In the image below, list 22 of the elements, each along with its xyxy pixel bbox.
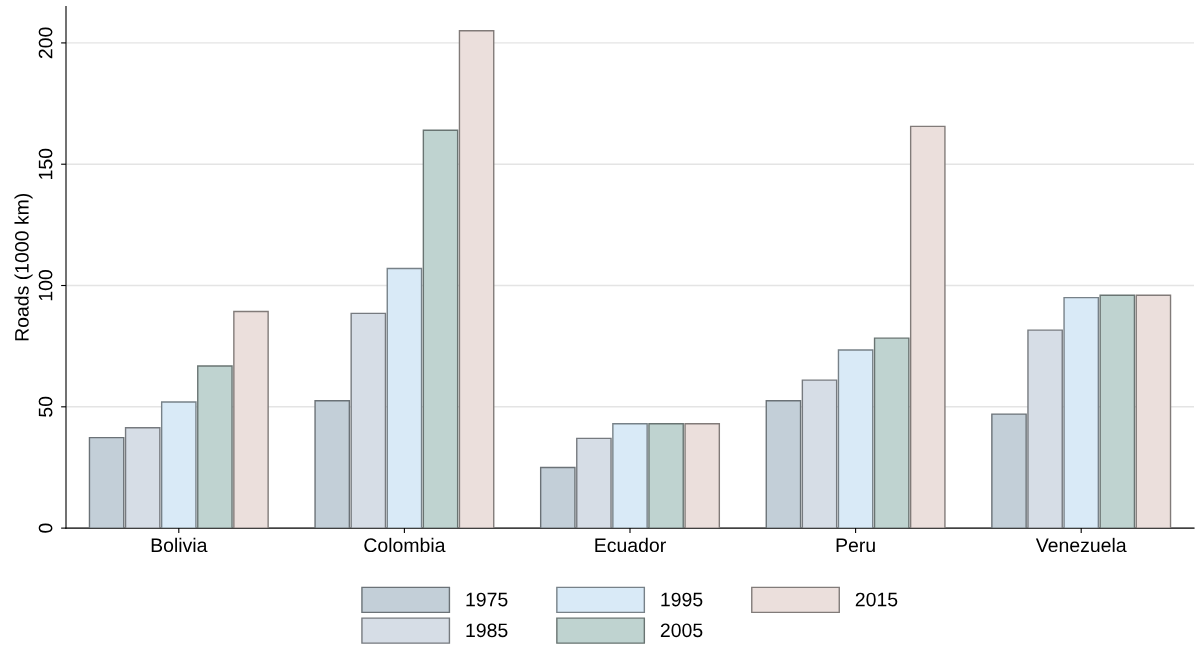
bar — [648, 423, 684, 529]
bar — [197, 365, 233, 529]
y-tick-label: 0 — [38, 523, 53, 533]
x-tick-label: Bolivia — [151, 537, 208, 553]
bar — [422, 129, 459, 529]
y-tick-label: 200 — [38, 27, 53, 59]
x-tick-label: Ecuador — [595, 537, 666, 553]
y-tick-label: 150 — [38, 148, 53, 179]
legend-label: 2015 — [855, 592, 898, 607]
x-tick-label: Peru — [836, 538, 875, 553]
y-tick-label: 50 — [38, 396, 53, 417]
y-tick-label: 100 — [38, 270, 53, 301]
x-tick-label: Venezuela — [1035, 537, 1127, 553]
x-tick-label: Colombia — [364, 537, 446, 553]
bar — [684, 423, 721, 529]
bar — [873, 337, 910, 529]
legend-label: 1985 — [466, 623, 508, 638]
bar — [1099, 294, 1136, 529]
legend-label: 2005 — [660, 623, 703, 638]
legend-label: 1995 — [661, 592, 703, 607]
legend-label: 1975 — [466, 592, 508, 607]
y-axis-title: Roads (1000 km) — [14, 193, 33, 341]
